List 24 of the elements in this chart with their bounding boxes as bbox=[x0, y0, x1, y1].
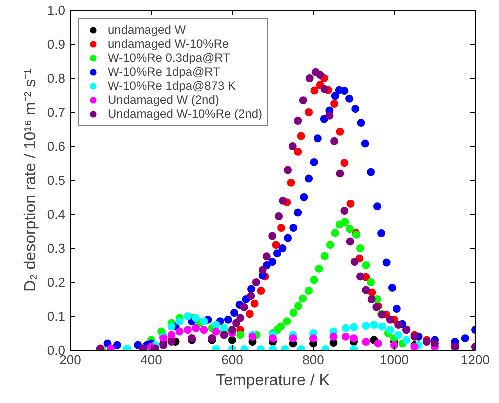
x-tick-label: 400 bbox=[140, 352, 162, 368]
legend-label: W-10%Re 1dpa@RT bbox=[108, 65, 220, 79]
y-tick-label: 1.0 bbox=[47, 3, 66, 18]
legend-label: Undamaged W-10%Re (2nd) bbox=[108, 107, 263, 121]
y-tick-label: 0.1 bbox=[47, 309, 66, 324]
y-tick-label: 0.3 bbox=[47, 241, 66, 256]
y-tick-label: 0.4 bbox=[47, 207, 66, 222]
y-axis-title: D₂ desorption rate / 10¹⁶ m⁻² s⁻¹ bbox=[22, 69, 40, 292]
x-tick-label: 600 bbox=[222, 352, 244, 368]
legend-label: undamaged W-10%Re bbox=[108, 37, 230, 51]
x-tick-label: 1200 bbox=[461, 352, 490, 368]
legend-label: Undamaged W (2nd) bbox=[108, 93, 220, 107]
y-tick-label: 0.2 bbox=[47, 275, 66, 290]
y-tick-label: 0.5 bbox=[47, 173, 66, 188]
x-tick-label: 1000 bbox=[380, 352, 409, 368]
legend-label: W-10%Re 1dpa@873 K bbox=[108, 79, 236, 93]
y-tick-label: 0.8 bbox=[47, 71, 66, 86]
y-tick-label: 0.6 bbox=[47, 139, 66, 154]
legend-label: undamaged W bbox=[108, 23, 186, 37]
y-tick-label: 0.9 bbox=[47, 37, 66, 52]
x-tick-label: 800 bbox=[302, 352, 324, 368]
x-axis-title: Temperature / K bbox=[216, 372, 330, 390]
legend-label: W-10%Re 0.3dpa@RT bbox=[108, 51, 230, 65]
y-tick-label: 0.7 bbox=[47, 105, 66, 120]
